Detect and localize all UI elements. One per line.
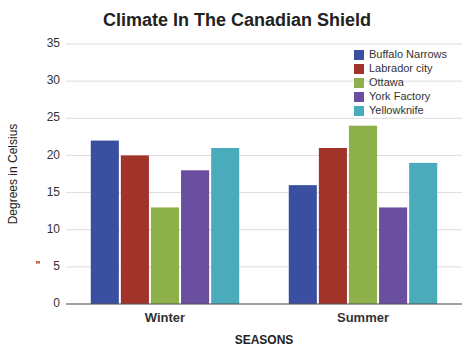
legend-label: Labrador city bbox=[369, 62, 433, 74]
legend-swatch bbox=[354, 64, 364, 74]
y-axis: 0 5 10 15 20 25 30 35 bbox=[47, 36, 462, 310]
legend-label: Ottawa bbox=[369, 76, 405, 88]
grid-line bbox=[66, 118, 462, 119]
bars bbox=[91, 126, 437, 304]
x-axis-title: SEASONS bbox=[235, 333, 294, 347]
y-tick-label: 10 bbox=[47, 222, 61, 236]
legend-swatch bbox=[354, 106, 364, 116]
y-tick-label: 30 bbox=[47, 73, 61, 87]
legend-swatch bbox=[354, 78, 364, 88]
bar bbox=[121, 155, 149, 304]
title: Climate In The Canadian Shield bbox=[103, 10, 371, 30]
bar bbox=[409, 163, 437, 304]
bar bbox=[211, 148, 239, 304]
annotation: " bbox=[36, 259, 40, 273]
chart: 0 5 10 15 20 25 30 35 " Winter Summer SEASONS Degree… bbox=[0, 0, 474, 354]
bar bbox=[91, 141, 119, 304]
bar bbox=[349, 126, 377, 304]
y-tick-label: 0 bbox=[53, 296, 60, 310]
legend-label: Yellowknife bbox=[369, 104, 424, 116]
x-tick-label: Summer bbox=[337, 310, 389, 325]
bar bbox=[379, 207, 407, 304]
y-tick-label: 5 bbox=[53, 259, 60, 273]
bar bbox=[289, 185, 317, 304]
y-tick-label: 35 bbox=[47, 36, 61, 50]
legend-label: Buffalo Narrows bbox=[369, 48, 448, 60]
grid-line bbox=[66, 304, 462, 305]
y-tick-label: 15 bbox=[47, 185, 61, 199]
legend: Buffalo Narrows Labrador city Ottawa York F… bbox=[354, 48, 448, 116]
x-tick-label: Winter bbox=[145, 310, 185, 325]
legend-swatch bbox=[354, 50, 364, 60]
bar bbox=[319, 148, 347, 304]
grid-line bbox=[66, 44, 462, 45]
legend-label: York Factory bbox=[369, 90, 431, 102]
y-tick-label: 25 bbox=[47, 110, 61, 124]
x-axis-line bbox=[66, 304, 462, 305]
chart-container: 0 5 10 15 20 25 30 35 " Winter Summer SEASONS Degree… bbox=[0, 0, 474, 354]
y-axis-title: Degrees in Celsius bbox=[6, 124, 20, 225]
y-tick-label: 20 bbox=[47, 148, 61, 162]
legend-swatch bbox=[354, 92, 364, 102]
bar bbox=[151, 207, 179, 304]
bar bbox=[181, 170, 209, 304]
